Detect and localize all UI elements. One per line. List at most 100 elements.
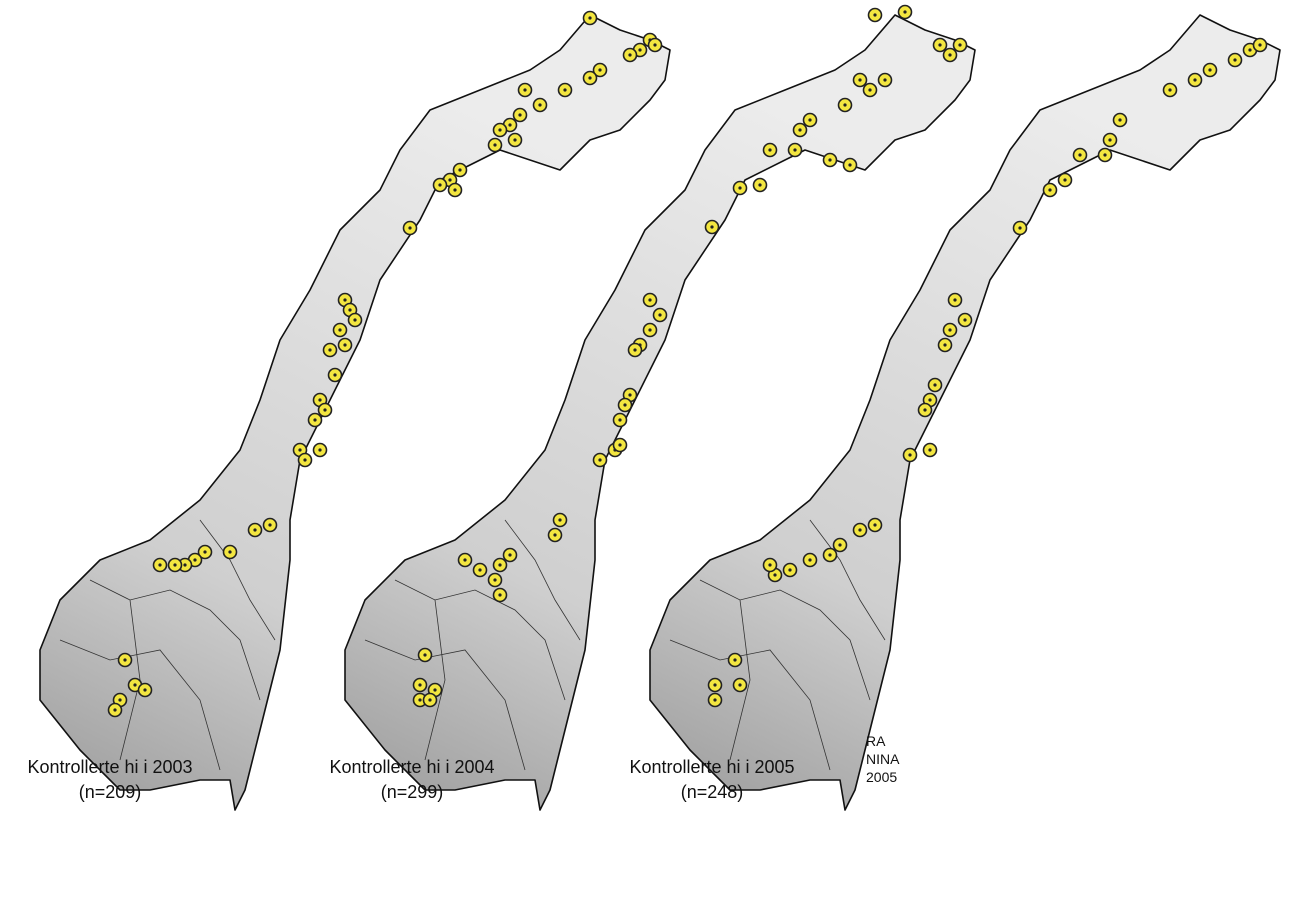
den-marker-center [228,550,231,553]
credit-line: RA [866,733,886,749]
den-marker-center [1118,118,1121,121]
den-marker-center [553,533,556,536]
den-marker-center [408,226,411,229]
den-marker-center [598,68,601,71]
den-marker-center [323,408,326,411]
den-marker-center [758,183,761,186]
den-marker-center [908,453,911,456]
den-marker-center [938,43,941,46]
den-marker-center [828,158,831,161]
den-marker-center [1193,78,1196,81]
den-marker-center [253,528,256,531]
den-marker-center [433,688,436,691]
den-marker-center [623,403,626,406]
den-marker-center [478,568,481,571]
den-marker-center [828,553,831,556]
den-marker-center [928,398,931,401]
den-marker-center [418,698,421,701]
den-marker-center [318,448,321,451]
den-marker-center [498,128,501,131]
den-marker-center [808,118,811,121]
den-marker-center [808,558,811,561]
den-marker-center [618,443,621,446]
den-marker-center [858,528,861,531]
den-marker-center [793,148,796,151]
den-marker-center [788,568,791,571]
den-marker-center [453,188,456,191]
den-marker-center [648,328,651,331]
map-caption: Kontrollerte hi i 2004 [329,757,494,777]
den-marker-center [628,393,631,396]
map-caption: Kontrollerte hi i 2003 [27,757,192,777]
den-marker-center [733,658,736,661]
den-marker-center [183,563,186,566]
den-marker-center [333,373,336,376]
den-marker-center [463,558,466,561]
den-marker-center [508,123,511,126]
den-marker-center [598,458,601,461]
den-marker-center [498,563,501,566]
den-marker-center [958,43,961,46]
den-marker-center [518,113,521,116]
den-marker-center [498,593,501,596]
den-marker-center [653,43,656,46]
den-marker-center [658,313,661,316]
den-marker-center [173,563,176,566]
den-marker-center [883,78,886,81]
den-marker-center [343,343,346,346]
den-marker-center [348,308,351,311]
den-marker-center [768,148,771,151]
den-marker-center [523,88,526,91]
den-marker-center [113,708,116,711]
den-marker-center [508,553,511,556]
den-marker-center [343,298,346,301]
den-marker-center [838,543,841,546]
den-marker-center [418,683,421,686]
den-marker-center [1018,226,1021,229]
maps-figure: Kontrollerte hi i 2003 (n=209) Kontrolle… [0,0,1299,895]
den-marker-center [933,383,936,386]
den-marker-center [428,698,431,701]
den-marker-center [873,523,876,526]
den-marker-center [353,318,356,321]
den-marker-center [798,128,801,131]
den-marker-center [193,558,196,561]
den-marker-center [513,138,516,141]
den-marker-center [448,178,451,181]
den-marker-center [298,448,301,451]
den-marker-center [338,328,341,331]
page: {"maps": [ {"caption": "Kontrollerte hi … [0,0,1299,895]
den-marker-center [710,225,713,228]
credit-line: 2005 [866,769,897,785]
den-marker-center [738,683,741,686]
map-count: (n=248) [681,782,744,802]
den-marker-center [903,10,906,13]
den-marker-center [538,103,541,106]
den-marker-center [493,143,496,146]
den-marker-center [588,76,591,79]
den-marker-center [328,348,331,351]
den-marker-center [618,418,621,421]
den-marker-center [1258,43,1261,46]
map-count: (n=209) [79,782,142,802]
den-marker-center [303,458,306,461]
den-marker-center [1248,48,1251,51]
den-marker-center [558,518,561,521]
den-marker-center [493,578,496,581]
den-marker-center [713,698,716,701]
den-marker-center [1078,153,1081,156]
den-marker-center [1063,178,1066,181]
den-marker-center [203,550,206,553]
den-marker-center [313,418,316,421]
den-marker-center [563,88,566,91]
den-marker-center [648,298,651,301]
den-marker-center [123,658,126,661]
den-marker-center [628,53,631,56]
den-marker-center [143,688,146,691]
den-marker-center [868,88,871,91]
den-marker-center [948,328,951,331]
den-marker-center [928,448,931,451]
den-marker-center [423,653,426,656]
den-marker-center [1168,88,1171,91]
den-marker-center [133,683,136,686]
